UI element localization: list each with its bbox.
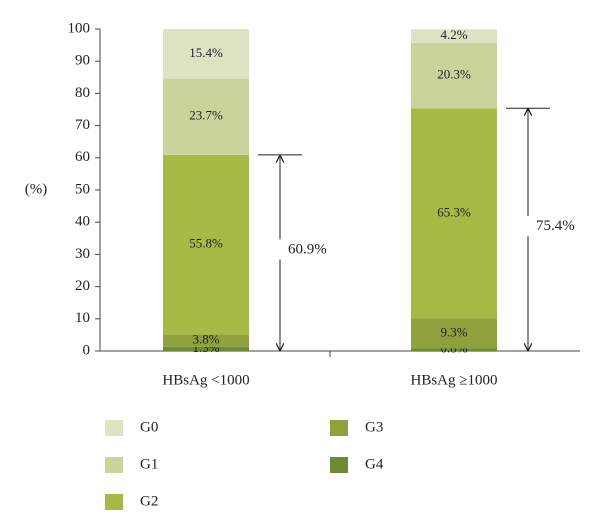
legend-label: G3 bbox=[365, 419, 383, 435]
legend-swatch bbox=[330, 457, 348, 473]
y-axis-label: (%) bbox=[25, 181, 48, 197]
bar-segment bbox=[163, 29, 249, 79]
legend-label: G0 bbox=[140, 419, 158, 435]
legend-label: G4 bbox=[365, 456, 384, 472]
legend-swatch bbox=[105, 494, 123, 510]
y-tick-label: 100 bbox=[68, 20, 91, 36]
legend-label: G2 bbox=[140, 493, 158, 509]
annotation-label: 60.9% bbox=[288, 241, 327, 257]
annotation-bg bbox=[526, 216, 579, 237]
value-label: 55.8% bbox=[189, 236, 223, 251]
legend-swatch bbox=[105, 457, 123, 473]
legend-label: G1 bbox=[140, 456, 158, 472]
bar-segment bbox=[163, 334, 249, 347]
legend-swatch bbox=[105, 420, 123, 436]
bar-segment bbox=[411, 42, 497, 109]
legend-swatch bbox=[330, 420, 348, 436]
value-label: 15.4% bbox=[189, 45, 223, 60]
bar-segment bbox=[411, 29, 497, 43]
y-tick-label: 30 bbox=[75, 246, 90, 262]
bar-segment bbox=[411, 108, 497, 319]
y-tick-label: 90 bbox=[75, 53, 90, 69]
y-tick-label: 40 bbox=[75, 214, 90, 230]
value-label: 23.7% bbox=[189, 108, 223, 123]
y-tick-label: 70 bbox=[75, 117, 90, 133]
value-label: 65.3% bbox=[437, 204, 471, 219]
annotation-label: 75.4% bbox=[536, 218, 575, 234]
bar-segment bbox=[163, 154, 249, 335]
value-label: 20.3% bbox=[437, 67, 471, 82]
bar-segment bbox=[163, 346, 249, 351]
x-tick-label: HBsAg ≥1000 bbox=[411, 372, 498, 388]
x-tick-label: HBsAg <1000 bbox=[162, 372, 249, 388]
value-label: 3.8% bbox=[192, 332, 219, 347]
annotation-bg bbox=[278, 239, 331, 260]
y-tick-label: 10 bbox=[75, 310, 90, 326]
bar-segment bbox=[411, 318, 497, 349]
value-label: 4.2% bbox=[440, 27, 467, 42]
y-tick-label: 60 bbox=[75, 149, 90, 165]
y-tick-label: 20 bbox=[75, 278, 90, 294]
bar-segment bbox=[411, 348, 497, 351]
y-tick-label: 50 bbox=[75, 181, 90, 197]
y-tick-label: 80 bbox=[75, 85, 90, 101]
y-tick-label: 0 bbox=[83, 342, 91, 358]
bar-segment bbox=[163, 78, 249, 155]
value-label: 9.3% bbox=[440, 324, 467, 339]
